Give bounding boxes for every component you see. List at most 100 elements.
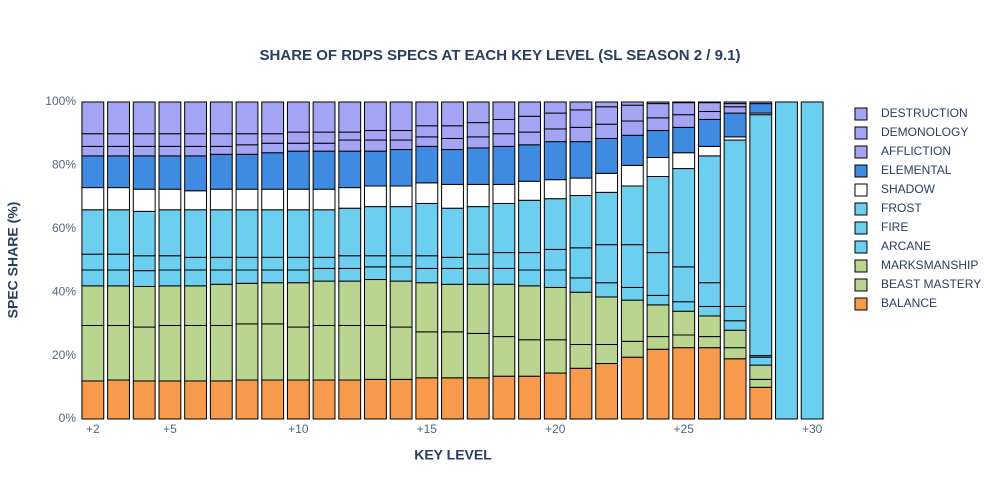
legend-label: MARKSMANSHIP — [881, 258, 978, 272]
bar-segment — [749, 364, 773, 380]
bar-segment — [184, 269, 208, 287]
bar-segment — [543, 372, 567, 420]
bar-segment — [158, 209, 182, 257]
bar-segment — [81, 145, 105, 157]
bar-segment — [286, 101, 310, 133]
bar-segment — [723, 106, 747, 114]
legend-swatch — [854, 183, 868, 197]
bar-segment — [697, 336, 721, 349]
bar-segment — [209, 380, 233, 420]
bar-segment — [261, 101, 285, 135]
bar-segment — [518, 285, 541, 341]
legend-swatch — [854, 297, 868, 311]
bar-segment — [261, 256, 285, 271]
bar-segment — [415, 282, 439, 333]
y-tick-label: 100% — [45, 94, 76, 108]
bar-segment — [569, 109, 593, 128]
legend-label: DESTRUCTION — [881, 106, 968, 120]
y-tick-label: 0% — [59, 411, 77, 425]
bar-segment — [184, 145, 208, 157]
bar-segment — [184, 256, 208, 271]
bar-segment — [800, 101, 824, 420]
bar-segment — [543, 128, 567, 143]
bar-segment — [338, 267, 362, 282]
bar-segment — [441, 149, 464, 185]
x-tick-label: +20 — [545, 422, 566, 436]
bar-segment — [209, 209, 233, 258]
bar-segment — [132, 285, 156, 328]
bar-segment — [286, 209, 310, 258]
bar-segment — [723, 358, 747, 420]
bar-segment — [389, 326, 413, 380]
legend-swatch — [854, 259, 868, 273]
bar-segment — [107, 324, 130, 381]
bar-segment — [107, 133, 130, 147]
bar-segment — [364, 139, 387, 152]
bar-segment — [466, 122, 490, 138]
bar-segment — [441, 283, 464, 333]
bar-segment — [518, 131, 541, 146]
bar-segment — [672, 102, 696, 116]
bar-segment — [81, 133, 105, 147]
bar-segment — [466, 206, 490, 255]
bar-segment — [620, 101, 644, 106]
bar-segment — [312, 324, 336, 381]
bar-segment — [209, 101, 233, 135]
bar-segment — [595, 172, 619, 193]
bar-segment — [723, 139, 747, 307]
bar-segment — [595, 244, 619, 284]
bar-segment — [364, 130, 387, 141]
bar-segment — [415, 125, 439, 138]
bar-segment — [543, 198, 567, 250]
bar-segment — [158, 269, 182, 287]
bar-segment — [697, 282, 721, 307]
bar-segment — [158, 145, 182, 157]
chart-title: SHARE OF RDPS SPECS AT EACH KEY LEVEL (S… — [260, 47, 741, 64]
bar-segment — [209, 188, 233, 211]
bar-segment — [697, 111, 721, 120]
bar-segment — [389, 185, 413, 208]
bar-segment — [466, 183, 490, 208]
legend-label: AFFLICTION — [881, 144, 951, 158]
bar-segment — [595, 123, 619, 139]
bar-segment — [723, 101, 747, 105]
bar-segment — [389, 378, 413, 420]
bar-segment — [338, 324, 362, 381]
bar-segment — [261, 209, 285, 258]
bar-segment — [286, 269, 310, 284]
bar-segment — [492, 133, 516, 147]
legend-label: FIRE — [881, 220, 908, 234]
bar-segment — [441, 267, 464, 285]
bar-segment — [543, 141, 567, 181]
bar-segment — [749, 356, 773, 366]
bar-segment — [543, 248, 567, 271]
bar-segment — [620, 120, 644, 136]
bar-segment — [415, 267, 439, 284]
bar-segment — [81, 187, 105, 211]
bar-segment — [389, 101, 413, 132]
bar-segment — [466, 267, 490, 285]
bar-segment — [209, 256, 233, 271]
bar-segment — [569, 126, 593, 143]
legend-swatch — [854, 164, 868, 178]
bar-segment — [235, 379, 259, 420]
bar-segment — [569, 247, 593, 279]
bar-segment — [492, 267, 516, 285]
bar-segment — [620, 104, 644, 122]
legend-swatch — [854, 221, 868, 235]
bar-segment — [518, 180, 541, 201]
bar-segment — [389, 206, 413, 257]
bar-segment — [620, 356, 644, 420]
bar-segment — [415, 145, 439, 184]
bar-segment — [338, 139, 362, 152]
bar-segment — [286, 131, 310, 144]
bar-segment — [569, 367, 593, 420]
bar-segment — [389, 149, 413, 187]
bar-segment — [466, 136, 490, 149]
bar-segment — [312, 101, 336, 133]
bar-segment — [364, 255, 387, 268]
bar-segment — [261, 323, 285, 381]
bar-segment — [492, 283, 516, 338]
bar-segment — [389, 130, 413, 141]
bar-segment — [235, 153, 259, 190]
